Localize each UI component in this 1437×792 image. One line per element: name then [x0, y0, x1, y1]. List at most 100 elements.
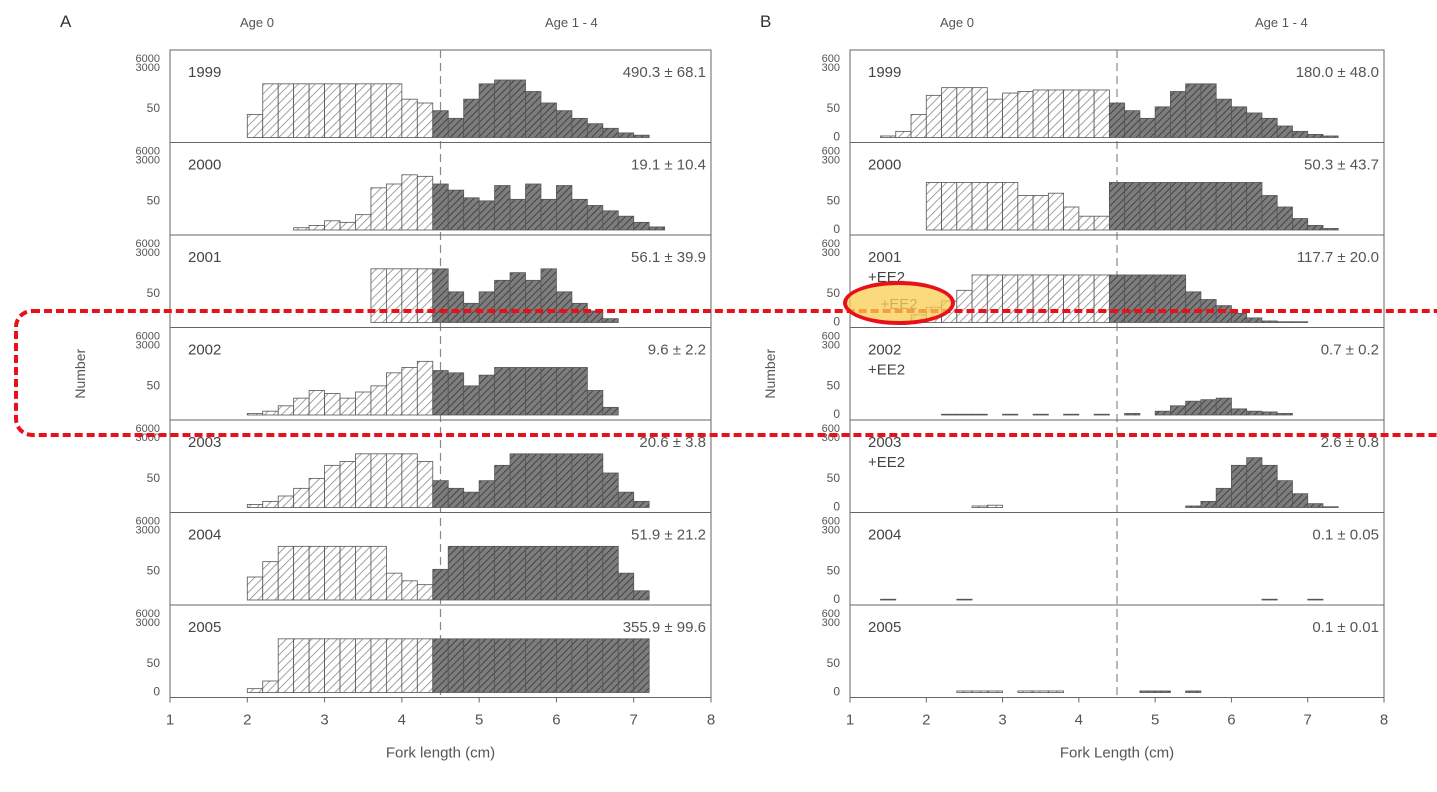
histogram-bar [324, 638, 341, 693]
y-tick-label: 0 [833, 222, 840, 236]
histogram-bar [1063, 89, 1080, 138]
histogram-bar [509, 453, 526, 508]
y-tick-label: 0 [833, 407, 840, 421]
histogram-bar [1124, 110, 1141, 138]
histogram-bar [586, 638, 604, 693]
histogram-bar [1002, 413, 1019, 416]
histogram-bar [1108, 102, 1126, 138]
histogram-bar [586, 453, 604, 508]
y-tick-label: 600 [822, 516, 840, 528]
histogram-bar [478, 638, 495, 693]
y-tick-label: 3000 [136, 340, 160, 352]
histogram-bar [586, 390, 604, 416]
histogram-bar [602, 318, 619, 323]
y-tick-label: 50 [827, 471, 841, 485]
histogram-bar [986, 182, 1003, 231]
histogram-bar [1170, 91, 1187, 138]
histogram-bar [324, 464, 341, 508]
y-tick-label: 50 [147, 563, 161, 577]
histogram-bar [339, 461, 356, 508]
histogram-bar [1322, 228, 1339, 231]
histogram-bar [540, 198, 557, 231]
histogram-bar [385, 638, 403, 693]
histogram-bar [1032, 413, 1049, 416]
histogram-bar [293, 487, 310, 508]
histogram-bar [1215, 98, 1232, 138]
histogram-bar [1246, 317, 1263, 323]
y-tick-label: 600 [822, 238, 840, 250]
histogram-bar [602, 406, 619, 416]
histogram-bar [571, 198, 588, 231]
y-tick-label: 3000 [136, 155, 160, 167]
y-tick-label: 0 [833, 130, 840, 144]
histogram-bar [1261, 464, 1278, 508]
histogram-bar [416, 175, 434, 231]
histogram-bar [1185, 505, 1202, 508]
age-header-right: Age 1 - 4 [1255, 15, 1308, 30]
y-tick-label: 0 [833, 315, 840, 329]
histogram-bar [956, 182, 973, 231]
histogram-bar [1047, 690, 1065, 693]
histogram-bar [617, 215, 635, 231]
histogram-bar [385, 183, 403, 231]
histogram-bar [571, 117, 588, 138]
histogram-bar [463, 491, 480, 508]
histogram-bar [1215, 487, 1232, 508]
subpanel-estimate: 56.1 ± 39.9 [631, 249, 706, 266]
y-tick-label: 50 [147, 656, 161, 670]
histogram-bar [308, 83, 325, 138]
histogram-bar [633, 221, 650, 231]
histogram-bar [293, 545, 310, 601]
histogram-bar [262, 680, 279, 693]
x-tick-label: 5 [1151, 712, 1159, 729]
histogram-bar [525, 453, 542, 508]
histogram-bar [478, 480, 495, 508]
histogram-bar [1231, 464, 1248, 508]
histogram-bar [463, 197, 480, 231]
histogram-bar [525, 545, 542, 601]
y-tick-label: 3000 [136, 525, 160, 537]
y-axis-label: Number [762, 349, 778, 399]
subpanel-estimate: 490.3 ± 68.1 [623, 64, 706, 81]
histogram-bar [478, 200, 495, 231]
histogram-bar [509, 638, 526, 693]
histogram-bar [633, 134, 650, 138]
y-tick-label: 6000 [136, 608, 160, 620]
histogram-bar [432, 183, 449, 231]
histogram-bar [1276, 480, 1293, 508]
histogram-bar [925, 182, 942, 231]
histogram-bar [586, 545, 604, 601]
histogram-bar [416, 461, 434, 508]
age-header-left: Age 0 [940, 15, 974, 30]
y-tick-label: 50 [147, 193, 161, 207]
histogram-bar [385, 453, 403, 508]
histogram-bar [324, 83, 341, 138]
histogram-bar [1154, 106, 1171, 138]
histogram-bar [509, 198, 526, 231]
histogram-bar [571, 638, 588, 693]
histogram-bar [308, 638, 325, 693]
y-tick-label: 50 [147, 286, 161, 300]
histogram-bar [617, 638, 635, 693]
histogram-bar [1322, 506, 1339, 508]
histogram-bar [277, 638, 295, 693]
histogram-bar [509, 79, 526, 138]
y-axis-label: Number [72, 349, 88, 399]
x-tick-label: 2 [922, 712, 930, 729]
histogram-bar [617, 572, 635, 601]
x-tick-label: 1 [846, 712, 854, 729]
histogram-bar [277, 545, 295, 601]
highlight-ellipse [843, 281, 955, 325]
x-tick-label: 8 [1380, 712, 1388, 729]
histogram-bar [556, 110, 573, 138]
histogram-bar [602, 210, 619, 231]
histogram-bar [1032, 690, 1049, 693]
histogram-bar [339, 221, 356, 231]
histogram-bar [509, 545, 526, 601]
histogram-bar [246, 688, 264, 693]
histogram-bar [971, 413, 988, 416]
x-tick-label: 7 [630, 712, 638, 729]
histogram-bar [971, 690, 988, 693]
y-tick-label: 3000 [136, 617, 160, 629]
y-tick-label: 3000 [136, 247, 160, 259]
